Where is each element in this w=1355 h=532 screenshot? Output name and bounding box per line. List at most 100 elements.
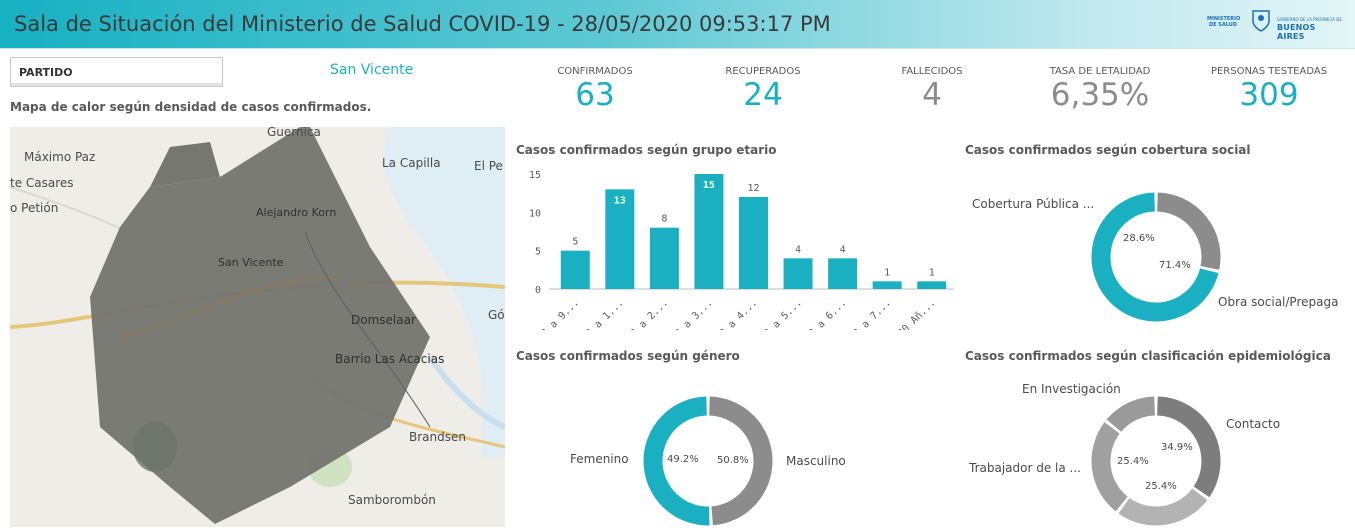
bar-value-label: 1 <box>884 267 890 278</box>
donut-segment[interactable] <box>1106 396 1156 433</box>
age-bar[interactable] <box>605 189 635 289</box>
x-tick-label: 70 a 7... <box>847 297 893 330</box>
gender-pct-masculino: 50.8% <box>717 455 749 466</box>
kpi-personas-testeadas: PERSONAS TESTEADAS 309 <box>1184 66 1354 113</box>
age-bar[interactable] <box>560 250 590 289</box>
epi-donut-chart[interactable] <box>1088 393 1224 529</box>
map-place-label: La Capilla <box>382 156 441 170</box>
kpi-value: 6,35% <box>1050 77 1150 113</box>
x-tick-label: 60 a 6... <box>803 297 849 330</box>
age-bar-chart[interactable]: 0 5 10 15 5 0 a 9... 13 10 a 1... 8 20 a 2... 15 30… <box>516 162 956 330</box>
map-place-label: Gó <box>488 308 505 322</box>
age-bar[interactable] <box>828 258 858 289</box>
age-bar[interactable] <box>872 281 902 289</box>
coverage-donut-chart[interactable] <box>1088 189 1224 325</box>
epi-pct-trabajador: 25.4% <box>1117 456 1149 467</box>
bar-value-label: 12 <box>747 183 759 194</box>
x-tick-label: 30 a 3... <box>669 297 715 330</box>
map-title: Mapa de calor según densidad de casos co… <box>10 100 372 114</box>
y-tick-label: 0 <box>535 285 541 296</box>
bar-value-label: 8 <box>661 214 667 225</box>
bar-value-label: 4 <box>795 244 801 255</box>
donut-segment[interactable] <box>1091 192 1219 322</box>
coverage-pct-publica: 28.6% <box>1123 233 1155 244</box>
map-place-label: o Petión <box>10 201 59 215</box>
bar-value-label: 13 <box>614 195 626 206</box>
map-place-label: Máximo Paz <box>24 150 96 164</box>
donut-segment[interactable] <box>1156 192 1221 270</box>
map-place-label: Brandsen <box>409 430 466 444</box>
epi-pct-investigacion: 25.4% <box>1145 481 1177 492</box>
province-shield-icon <box>1252 10 1270 32</box>
kpi-label: TASA DE LETALIDAD <box>1049 66 1151 77</box>
age-chart-title: Casos confirmados según grupo etario <box>516 143 777 157</box>
partido-selected-value[interactable]: San Vicente <box>330 62 414 78</box>
header-bar: Sala de Situación del Ministerio de Salu… <box>0 0 1355 49</box>
bar-value-label: 5 <box>572 237 578 248</box>
map-place-label: Alejandro Korn <box>256 206 337 219</box>
age-bar[interactable] <box>783 258 813 289</box>
epi-pct-contacto: 34.9% <box>1161 442 1193 453</box>
coverage-label-obra-social: Obra social/Prepaga <box>1218 295 1339 309</box>
gender-donut-chart[interactable] <box>640 393 776 529</box>
donut-segment[interactable] <box>1091 422 1128 512</box>
ministry-logo: MINISTERIO DE SALUD GOBIERNO DE LA PROVI… <box>1207 8 1345 41</box>
kpi-value: 24 <box>743 77 783 113</box>
y-tick-label: 5 <box>535 247 541 258</box>
logo-gobierno-text: GOBIERNO DE LA PROVINCIA DE <box>1277 17 1342 22</box>
map-place-label: El Pe <box>474 159 503 173</box>
heat-map[interactable]: Guernica Máximo Paz te Casares o Petión … <box>10 127 505 527</box>
epi-chart-title: Casos confirmados según clasificación ep… <box>965 349 1331 363</box>
kpi-label: PERSONAS TESTEADAS <box>1210 66 1328 77</box>
logo-province-text: BUENOS AIRES <box>1277 23 1316 41</box>
map-canvas <box>10 127 505 527</box>
age-bar[interactable] <box>649 227 679 289</box>
kpi-recuperados: RECUPERADOS 24 <box>678 66 848 113</box>
kpi-label: CONFIRMADOS <box>557 66 633 77</box>
map-place-label: te Casares <box>10 176 74 190</box>
gender-label-femenino: Femenino <box>570 452 629 466</box>
x-tick-label: 40 a 4... <box>714 297 760 330</box>
san-vicente-area[interactable] <box>90 127 430 524</box>
age-bar[interactable] <box>694 174 724 289</box>
x-tick-label: 20 a 2... <box>624 297 670 330</box>
x-tick-label: 0 a 9... <box>540 297 582 330</box>
map-place-label: San Vicente <box>218 256 284 269</box>
kpi-label: FALLECIDOS <box>901 66 963 77</box>
page-title: Sala de Situación del Ministerio de Salu… <box>14 12 831 36</box>
epi-label-contacto: Contacto <box>1226 417 1281 431</box>
map-place-label: Samborombón <box>348 493 436 507</box>
kpi-fallecidos: FALLECIDOS 4 <box>847 66 1017 113</box>
gender-label-masculino: Masculino <box>786 454 846 468</box>
age-bar[interactable] <box>739 197 768 289</box>
donut-segment[interactable] <box>1156 396 1221 498</box>
kpi-tasa-letalidad: TASA DE LETALIDAD 6,35% <box>1015 66 1185 113</box>
map-place-label: Guernica <box>267 127 321 139</box>
gender-chart-title: Casos confirmados según género <box>516 349 740 363</box>
bar-value-label: 1 <box>929 267 935 278</box>
kpi-value: 63 <box>575 77 615 113</box>
logo-ministry-text: MINISTERIO DE SALUD <box>1207 16 1241 28</box>
y-tick-label: 10 <box>529 208 541 219</box>
epi-label-investigacion: En Investigación <box>1022 382 1121 396</box>
y-tick-label: 15 <box>529 170 541 181</box>
coverage-pct-obra: 71.4% <box>1159 260 1191 271</box>
age-bar[interactable] <box>917 281 947 289</box>
kpi-value: 4 <box>922 77 942 113</box>
map-place-label: Barrio Las Acacias <box>335 352 445 366</box>
coverage-chart-title: Casos confirmados según cobertura social <box>965 143 1251 157</box>
partido-filter-bar <box>11 83 222 86</box>
gender-pct-femenino: 49.2% <box>667 454 699 465</box>
donut-segment[interactable] <box>708 396 773 526</box>
bar-value-label: 15 <box>703 180 715 191</box>
x-tick-label: 10 a 1... <box>580 297 626 330</box>
kpi-value: 309 <box>1239 77 1299 113</box>
x-tick-label: 50 a 5... <box>758 297 804 330</box>
donut-segment[interactable] <box>1118 488 1208 526</box>
partido-filter[interactable]: PARTIDO <box>10 57 223 87</box>
coverage-label-publica: Cobertura Pública ... <box>972 197 1095 211</box>
bar-value-label: 4 <box>840 244 846 255</box>
x-tick-label: 90 Añ... <box>896 297 938 330</box>
map-place-label: Domselaar <box>351 313 416 327</box>
donut-segment[interactable] <box>643 396 710 526</box>
